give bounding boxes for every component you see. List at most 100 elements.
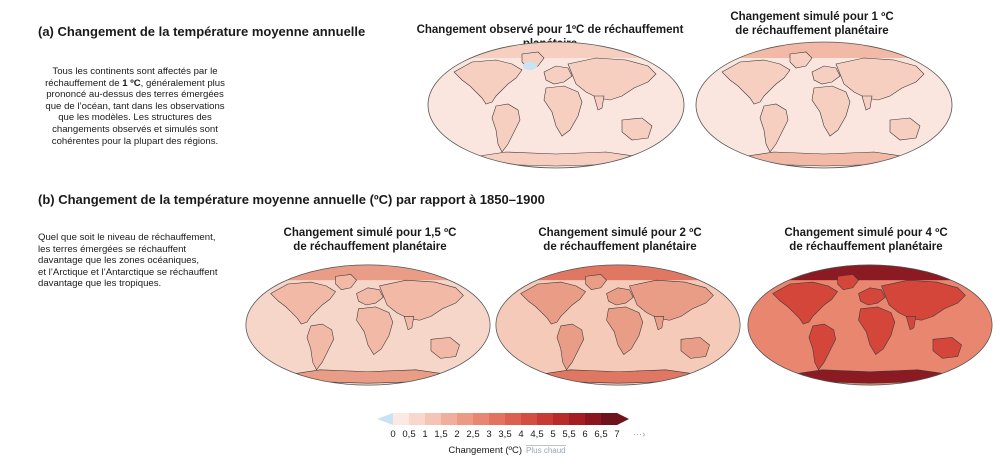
section-b-description: Quel que soit le niveau de réchauffement… [38,232,248,290]
continent-europe [543,65,573,85]
continent-antarctica [784,369,958,384]
continent-antarctica [733,151,917,167]
colorbar-caption: Changement (ºC) Plus chaud [448,445,566,456]
desc-a-line: prononcé au-dessus des terres émergées [46,89,224,101]
continent-europe [858,287,886,306]
continent-africa [811,85,851,137]
desc-b-line: et l’Arctique et l’Antarctique se réchau… [38,266,218,278]
colorbar-tick-label: 4,5 [530,429,544,440]
arctic-band [495,264,741,281]
colorbar-tick-label: 2 [454,429,460,440]
desc-a-line: Tous les continents sont affectés par le [52,66,218,77]
map-border [747,264,993,386]
continent-south-america [491,103,521,153]
continent-india [403,316,415,331]
colorbar-segment [601,413,618,425]
section-a-description: Tous les continents sont affectés par le… [28,66,242,147]
desc-b-line: les terres émergées se réchauffent [38,243,187,255]
continent-greenland [585,274,607,291]
continent-asia [881,279,966,321]
continent-asia [629,279,714,321]
continent-south-america [556,323,584,371]
desc-a-line: réchauffement de 1 ºC, généralement plus [45,77,225,89]
colorbar-tick-label: 7 [614,429,620,440]
map-observed-1c [427,41,685,169]
continent-africa [543,85,583,137]
continent-asia [379,279,464,321]
colorbar-segment [393,413,410,425]
desc-a-line: cohérentes pour la plupart des régions. [51,135,219,147]
desc-b-line: Quel que soit le niveau de réchauffement… [38,232,216,243]
continent-africa [606,306,644,355]
continent-india [593,95,605,111]
continent-north-america [520,281,586,325]
continent-greenland [789,51,813,69]
colorbar-arrow [617,413,629,425]
continent-south-america [808,323,836,371]
continent-india [905,316,917,331]
colorbar-tick-label: 3 [486,429,492,440]
colorbar-segment [537,413,554,425]
colorbar-tick-label: 0,5 [402,429,416,440]
colorbar-tick-label: 0 [390,429,396,440]
continent-antarctica [532,369,706,384]
colorbar-segment [569,413,586,425]
map-border [427,41,685,169]
map-simulated-1c-title: Changement simulé pour 1 ºC de réchauffe… [730,11,894,37]
continent-europe [356,287,384,306]
arctic-band [245,264,491,281]
desc-b-line: davantage que les tropiques. [38,278,162,290]
continent-australia [889,117,921,141]
section-a-title: (a) Changement de la température moyenne… [38,24,366,39]
colorbar-segment [585,413,602,425]
continent-australia [621,117,653,141]
arctic-band [696,42,952,58]
colorbar-tick-label: 1,5 [434,429,448,440]
colorbar-segment [489,413,506,425]
desc-a-line: que les modèles. Les structures des [58,112,212,124]
colorbar-tick-label: 6 [582,429,588,440]
continent-greenland [837,274,859,291]
continent-australia [430,337,460,359]
colorbar-segment [473,413,490,425]
map-border [245,264,491,386]
colorbar-legend: 0 0,5 1 1,5 2 2,5 3 3,5 4 4,5 5 5,5 6 6,5 7 ···› Change… [357,410,657,466]
colorbar-segment [457,413,474,425]
map-simulated-4c-title: Changement simulé pour 4 ºC de réchauffe… [784,227,948,253]
desc-a-line: que de l’océan, tant dans les observatio… [45,100,225,112]
warmer-label: Plus chaud [526,445,566,455]
continent-australia [932,337,962,359]
continent-north-america [772,281,838,325]
colorbar [377,413,629,425]
map-border [695,41,953,169]
colorbar-segment [505,413,522,425]
continent-south-america [759,103,789,153]
section-b-title: (b) Changement de la température moyenne… [38,192,545,207]
map-simulated-1c [695,41,953,169]
colorbar-tick-label: 3,5 [498,429,512,440]
desc-b-line: davantage que les zones océaniques, [38,255,200,267]
colorbar-more-arrow: ···› [632,429,646,440]
map-border [495,264,741,386]
colorbar-tick-label: 6,5 [594,429,608,440]
cooling-spot [523,62,537,70]
continent-africa [356,306,394,355]
continent-india [653,316,665,331]
colorbar-tick-label: 1 [422,429,428,440]
continent-antarctica [282,369,456,384]
colorbar-segment [425,413,442,425]
continent-north-america [721,59,791,105]
continent-australia [680,337,710,359]
colorbar-segment [409,413,426,425]
colorbar-segment [377,413,393,425]
colorbar-tick-label: 2,5 [466,429,480,440]
continent-greenland [335,274,357,291]
colorbar-tick-label: 4 [518,429,524,440]
continent-antarctica [465,151,649,167]
map-simulated-2c-title: Changement simulé pour 2 ºC de réchauffe… [538,227,702,253]
continent-asia [567,57,657,101]
continent-africa [858,306,896,355]
desc-a-line: changements observés et simulés sont [52,123,218,135]
arctic-band [747,264,993,281]
continent-north-america [270,281,336,325]
